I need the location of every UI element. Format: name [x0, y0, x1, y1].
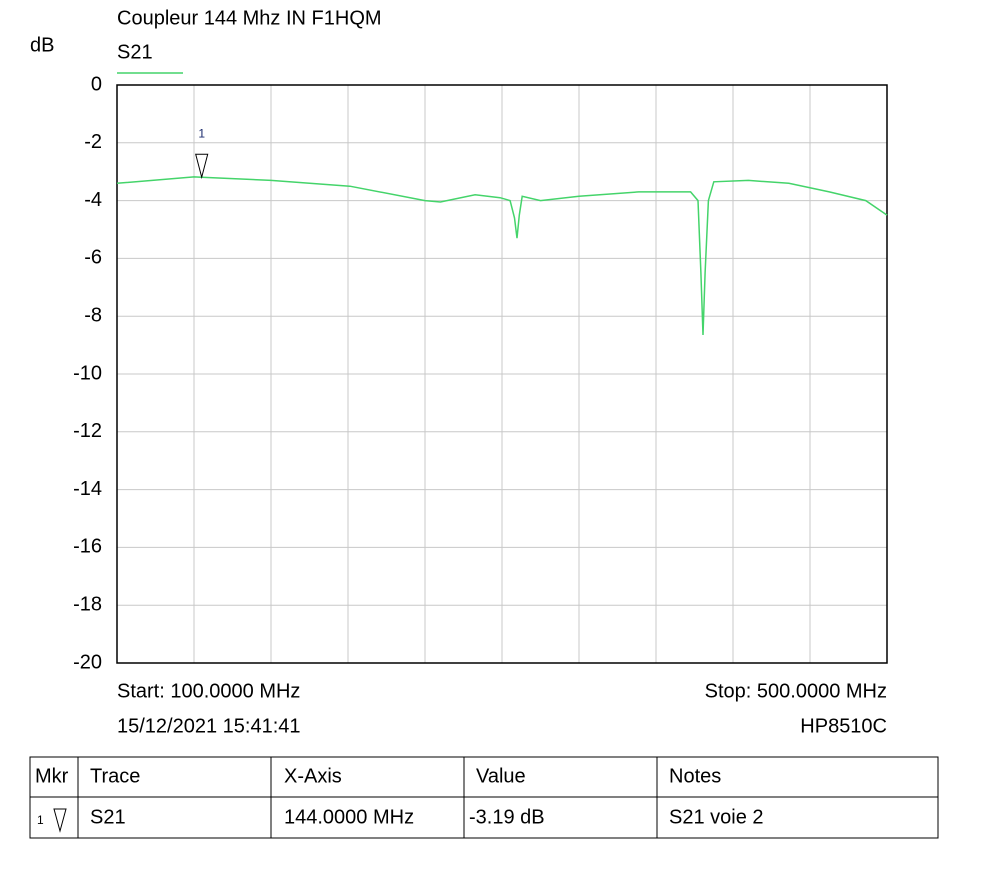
table-cell: S21 voie 2: [669, 806, 764, 828]
start-label: Start: 100.0000 MHz: [117, 680, 300, 702]
marker-table: Mkr Trace X-Axis Value Notes 1 S21 144.0…: [29, 756, 939, 839]
marker: [195, 153, 209, 180]
y-tick-label: -12: [73, 420, 102, 442]
table-header: Notes: [669, 765, 721, 787]
y-tick-label: 0: [91, 73, 102, 95]
trace: [116, 176, 888, 336]
marker-icon: [53, 808, 67, 833]
y-tick-label: -10: [73, 362, 102, 384]
y-axis-label: dB: [30, 34, 54, 56]
y-tick-label: -6: [84, 247, 102, 269]
table-header: X-Axis: [284, 765, 342, 787]
table-cell: 1: [37, 813, 44, 827]
instrument: HP8510C: [800, 715, 887, 737]
y-tick-label: -20: [73, 651, 102, 673]
table-cell: 144.0000 MHz: [284, 806, 414, 828]
y-tick-label: -8: [84, 304, 102, 326]
stop-label: Stop: 500.0000 MHz: [705, 680, 887, 702]
plot-frame: [116, 84, 888, 664]
table-cell: -3.19 dB: [469, 806, 545, 828]
y-tick-label: -18: [73, 593, 102, 615]
table-header: Mkr: [35, 765, 69, 787]
marker-label: 1: [198, 126, 205, 140]
y-tick-label: -14: [73, 478, 102, 500]
y-tick-label: -2: [84, 131, 102, 153]
chart-title: Coupleur 144 Mhz IN F1HQM: [117, 7, 382, 29]
y-tick-label: -16: [73, 536, 102, 558]
table-header: Value: [476, 765, 526, 787]
timestamp: 15/12/2021 15:41:41: [117, 715, 301, 737]
table-header: Trace: [90, 765, 140, 787]
table-cell: S21: [90, 806, 126, 828]
legend-label: S21: [117, 41, 153, 63]
y-tick-label: -4: [84, 189, 102, 211]
